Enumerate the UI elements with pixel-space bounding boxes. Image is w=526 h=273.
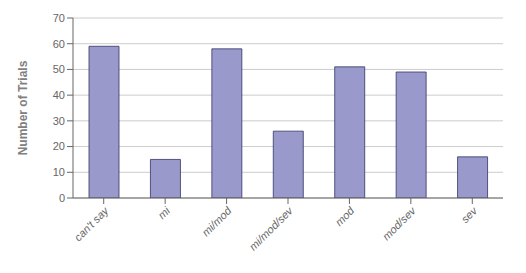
svg-text:40: 40 — [53, 89, 65, 101]
svg-text:mi: mi — [155, 204, 172, 221]
svg-text:sev: sev — [459, 203, 481, 225]
svg-text:70: 70 — [53, 12, 65, 24]
svg-text:can't say: can't say — [72, 203, 112, 243]
svg-text:50: 50 — [53, 63, 65, 75]
svg-text:mi/mod/sev: mi/mod/sev — [247, 203, 296, 252]
svg-text:0: 0 — [59, 192, 65, 204]
svg-text:60: 60 — [53, 38, 65, 50]
svg-text:30: 30 — [53, 115, 65, 127]
svg-text:Number of Trials: Number of Trials — [16, 60, 30, 155]
svg-text:mod: mod — [333, 204, 357, 228]
svg-text:mi/mod: mi/mod — [200, 204, 235, 239]
svg-text:20: 20 — [53, 140, 65, 152]
svg-text:mod/sev: mod/sev — [380, 203, 419, 242]
svg-text:10: 10 — [53, 166, 65, 178]
